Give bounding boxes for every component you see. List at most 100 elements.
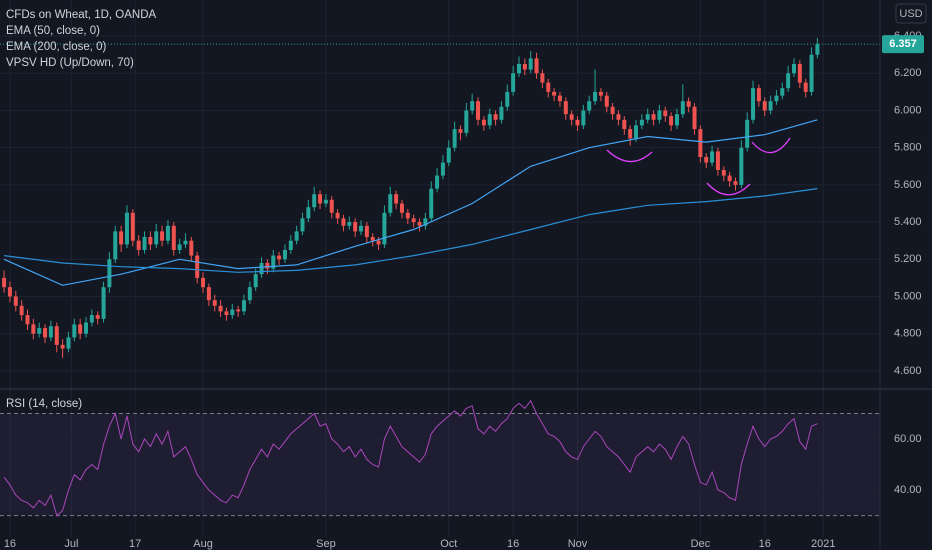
candle-body xyxy=(569,114,574,120)
candle-body xyxy=(7,287,12,297)
candle-body xyxy=(288,240,293,250)
candle-body xyxy=(803,82,808,92)
candle-body xyxy=(230,309,235,316)
candle-body xyxy=(680,101,685,115)
x-tick-label: Oct xyxy=(440,538,457,550)
candle-body xyxy=(458,129,463,133)
last-price-label: 6.357 xyxy=(889,38,917,50)
candle-body xyxy=(809,54,814,92)
candle-body xyxy=(727,175,732,182)
candle-body xyxy=(394,194,399,204)
candle-body xyxy=(113,231,118,260)
candle-body xyxy=(791,63,796,74)
candle-body xyxy=(563,101,568,115)
candle-body xyxy=(2,277,7,288)
drawing-arc xyxy=(751,137,791,154)
x-tick-label: Aug xyxy=(193,538,213,550)
candle-body xyxy=(119,231,124,245)
currency-button[interactable] xyxy=(895,3,927,24)
drawing-arc xyxy=(606,149,653,163)
candle-body xyxy=(183,240,188,245)
candle-body xyxy=(294,231,299,241)
candle-body xyxy=(476,101,481,120)
candle-body xyxy=(31,324,36,334)
candle-body xyxy=(399,203,404,213)
ema-line xyxy=(3,119,818,286)
candle-body xyxy=(265,263,270,269)
candle-body xyxy=(72,324,77,338)
candle-body xyxy=(60,344,65,349)
candle-body xyxy=(376,240,381,245)
candle-body xyxy=(48,326,53,338)
candle-body xyxy=(622,119,627,130)
candle-body xyxy=(540,73,545,83)
rsi-tick-label: 60.00 xyxy=(894,433,922,445)
y-tick-label: 5.000 xyxy=(894,290,922,302)
candle-body xyxy=(271,255,276,269)
candle-body xyxy=(201,277,206,288)
candle-body xyxy=(370,236,375,241)
y-tick-label: 4.800 xyxy=(894,328,922,340)
candle-body xyxy=(698,129,703,157)
legend-entry: VPSV HD (Up/Down, 70) xyxy=(6,57,134,69)
y-tick-label: 5.600 xyxy=(894,179,922,191)
candle-body xyxy=(762,101,767,111)
candle-body xyxy=(130,212,135,241)
candle-body xyxy=(259,263,264,275)
candle-body xyxy=(663,110,668,117)
candle-body xyxy=(516,63,521,74)
candle-body xyxy=(686,101,691,107)
candle-body xyxy=(154,231,159,245)
candle-body xyxy=(651,114,656,120)
candle-body xyxy=(382,212,387,245)
mark-layer xyxy=(0,37,880,517)
candle-body xyxy=(628,129,633,139)
candle-body xyxy=(610,106,615,115)
candle-body xyxy=(66,337,71,349)
candle-body xyxy=(224,311,229,316)
candle-body xyxy=(546,82,551,92)
candle-body xyxy=(774,95,779,102)
candle-body xyxy=(95,315,100,319)
candle-body xyxy=(423,218,428,226)
candle-body xyxy=(277,255,282,260)
candle-body xyxy=(253,274,258,288)
candle-body xyxy=(388,194,393,213)
rsi-line xyxy=(3,399,818,517)
candle-body xyxy=(522,63,527,70)
y-tick-label: 6.200 xyxy=(894,67,922,79)
candle-body xyxy=(534,58,539,74)
drawing-arc xyxy=(706,182,751,196)
currency-label[interactable]: USD xyxy=(899,8,922,20)
candle-body xyxy=(218,305,223,312)
ema-line xyxy=(4,188,818,273)
candle-body xyxy=(329,199,334,213)
candle-body xyxy=(593,91,598,102)
candle-body xyxy=(364,225,369,237)
candle-body xyxy=(189,240,194,256)
rsi-label: RSI (14, close) xyxy=(6,398,82,410)
candle-body xyxy=(89,315,94,323)
x-tick-label: 16 xyxy=(759,538,771,550)
x-tick-label: 16 xyxy=(507,538,519,550)
candle-body xyxy=(347,222,352,226)
candle-body xyxy=(721,170,726,176)
candle-body xyxy=(124,212,129,245)
x-tick-label: 2021 xyxy=(811,538,835,550)
candle-body xyxy=(300,218,305,232)
candle-body xyxy=(739,147,744,185)
y-tick-label: 5.400 xyxy=(894,216,922,228)
candle-body xyxy=(318,194,323,204)
candle-body xyxy=(587,101,592,111)
candle-body xyxy=(142,236,147,250)
x-tick-label: Sep xyxy=(316,538,336,550)
candle-body xyxy=(645,114,650,120)
candle-body xyxy=(780,88,785,96)
candle-body xyxy=(241,300,246,312)
candle-body xyxy=(756,88,761,102)
candle-body xyxy=(528,58,533,70)
candle-body xyxy=(745,119,750,148)
candle-body xyxy=(101,287,106,319)
candle-body xyxy=(282,249,287,260)
